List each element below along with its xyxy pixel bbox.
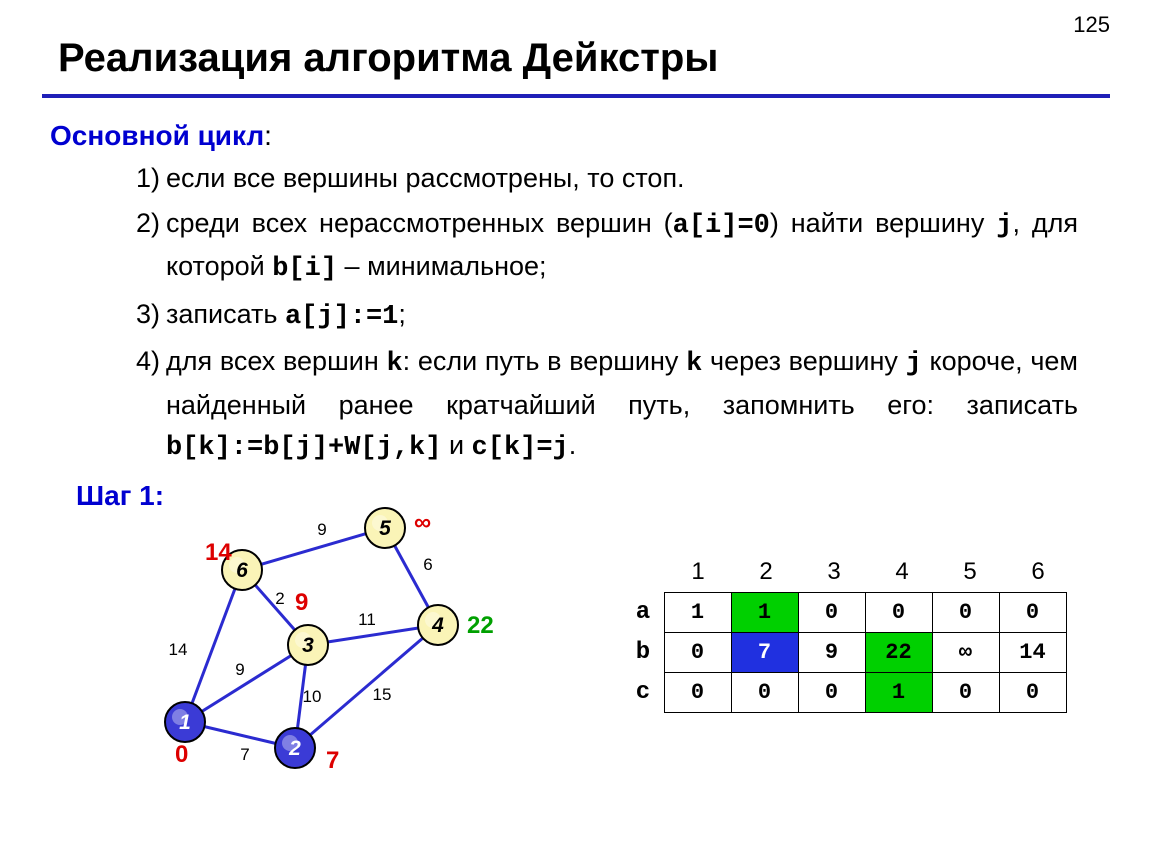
svg-text:9: 9 — [235, 660, 244, 679]
svg-text:9: 9 — [295, 589, 308, 616]
table-cell: 7 — [731, 632, 799, 673]
table-header-cell: 1 — [664, 558, 732, 586]
table-cell: 0 — [932, 592, 1000, 633]
page-title: Реализация алгоритма Дейкстры — [58, 36, 718, 81]
table-row: b07922∞14 — [622, 632, 1072, 672]
table-cell: ∞ — [932, 632, 1000, 673]
list-item: 4)для всех вершин k: если путь в вершину… — [126, 341, 1078, 469]
svg-text:14: 14 — [169, 640, 188, 659]
svg-text:1: 1 — [179, 711, 191, 734]
table-header-cell: 2 — [732, 558, 800, 586]
table-cell: 0 — [999, 672, 1067, 713]
list-item-number: 3) — [126, 294, 166, 338]
list-item-text: если все вершины рассмотрены, то стоп. — [166, 158, 1078, 199]
svg-text:2: 2 — [275, 589, 284, 608]
table-cell: 0 — [664, 632, 732, 673]
table-row: c000100 — [622, 672, 1072, 712]
list-item-text: для всех вершин k: если путь в вершину k… — [166, 341, 1078, 469]
table-cell: 0 — [798, 672, 866, 713]
table-header-cell: 6 — [1004, 558, 1072, 586]
table-cell: 1 — [865, 672, 933, 713]
table-cell: 14 — [999, 632, 1067, 673]
table-header-cell: 4 — [868, 558, 936, 586]
table-header-cell: 3 — [800, 558, 868, 586]
svg-text:11: 11 — [358, 610, 376, 629]
svg-text:6: 6 — [423, 555, 432, 574]
table-cell: 22 — [865, 632, 933, 673]
table-cell: 0 — [664, 672, 732, 713]
colon: : — [264, 120, 272, 151]
svg-text:0: 0 — [175, 741, 188, 768]
svg-text:7: 7 — [326, 747, 339, 774]
list-item-text: записать a[j]:=1; — [166, 294, 1078, 338]
svg-text:14: 14 — [205, 539, 232, 566]
list-item-number: 2) — [126, 203, 166, 290]
table-cell: 1 — [731, 592, 799, 633]
svg-text:10: 10 — [303, 687, 322, 706]
table-cell: 9 — [798, 632, 866, 673]
table-row-label: a — [622, 592, 664, 632]
svg-text:6: 6 — [236, 559, 248, 582]
title-underline — [42, 94, 1110, 98]
svg-text:22: 22 — [467, 612, 494, 639]
svg-text:15: 15 — [373, 685, 392, 704]
graph-svg: 149710151129612345614∞92270 — [130, 500, 530, 790]
distance-table: 123456 a110000b07922∞14c000100 — [622, 558, 1072, 712]
table-row-label: c — [622, 672, 664, 712]
section-heading: Основной цикл: — [50, 120, 272, 152]
table-row: a110000 — [622, 592, 1072, 632]
table-headers: 123456 — [664, 558, 1072, 586]
table-row-label: b — [622, 632, 664, 672]
svg-text:3: 3 — [302, 634, 314, 657]
list-item-number: 1) — [126, 158, 166, 199]
list-item: 3)записать a[j]:=1; — [126, 294, 1078, 338]
table-cell: 0 — [865, 592, 933, 633]
algorithm-steps-list: 1)если все вершины рассмотрены, то стоп.… — [126, 158, 1078, 473]
table-cell: 0 — [731, 672, 799, 713]
table-cell: 0 — [798, 592, 866, 633]
svg-text:9: 9 — [317, 520, 326, 539]
list-item: 2)среди всех нерассмотренных вершин (a[i… — [126, 203, 1078, 290]
svg-text:5: 5 — [379, 517, 391, 540]
table-cell: 0 — [932, 672, 1000, 713]
table-header-cell: 5 — [936, 558, 1004, 586]
list-item-number: 4) — [126, 341, 166, 469]
svg-text:2: 2 — [288, 737, 301, 760]
svg-text:∞: ∞ — [414, 509, 431, 536]
graph-diagram: 149710151129612345614∞92270 — [130, 500, 530, 780]
table-cell: 0 — [999, 592, 1067, 633]
section-heading-text: Основной цикл — [50, 120, 264, 151]
table-cell: 1 — [664, 592, 732, 633]
table-body: a110000b07922∞14c000100 — [622, 592, 1072, 712]
list-item: 1)если все вершины рассмотрены, то стоп. — [126, 158, 1078, 199]
svg-text:4: 4 — [431, 614, 444, 637]
list-item-text: среди всех нерассмотренных вершин (a[i]=… — [166, 203, 1078, 290]
page-number: 125 — [1073, 12, 1110, 38]
svg-text:7: 7 — [240, 745, 249, 764]
